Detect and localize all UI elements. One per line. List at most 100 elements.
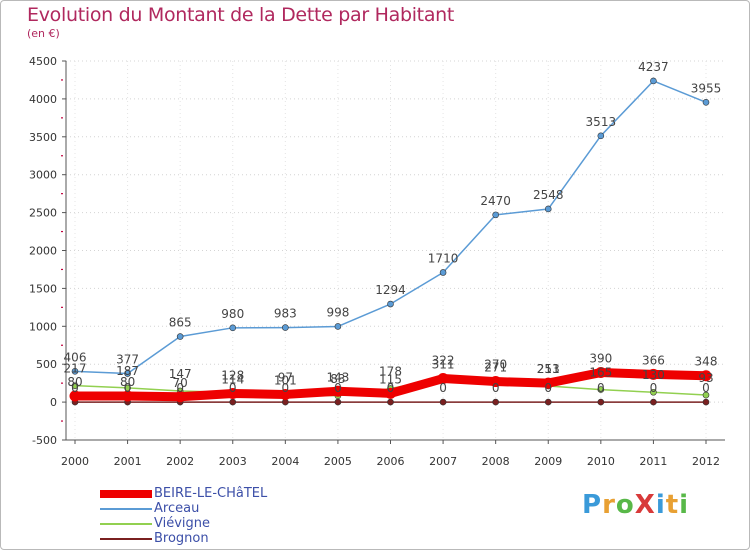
x-tick-label: 2007 xyxy=(429,455,457,468)
data-point xyxy=(595,367,607,379)
data-label: 187 xyxy=(116,364,139,378)
chart-title: Evolution du Montant de la Dette par Hab… xyxy=(27,4,455,26)
legend-swatch-arceau xyxy=(100,508,152,510)
data-point xyxy=(650,77,657,85)
data-point xyxy=(490,376,502,388)
y-tick-label: 1000 xyxy=(29,320,57,333)
logo-letter: r xyxy=(602,490,616,520)
data-point xyxy=(334,323,342,330)
logo-letter: o xyxy=(615,490,635,520)
data-point xyxy=(334,398,342,406)
data-label: 83 xyxy=(330,372,345,386)
data-label: 3513 xyxy=(586,115,617,129)
data-point xyxy=(544,398,552,406)
legend-label-brognon: Brognon xyxy=(154,531,209,546)
data-point xyxy=(71,368,79,375)
data-point xyxy=(229,324,237,332)
data-point xyxy=(385,387,396,399)
data-label: 97 xyxy=(278,371,293,385)
data-label: 348 xyxy=(695,355,718,369)
legend-swatch-beire xyxy=(100,490,152,498)
data-point xyxy=(702,99,710,106)
logo-letter: t xyxy=(665,490,680,520)
data-label: 114 xyxy=(221,372,244,386)
y-tick-label: 0 xyxy=(50,396,57,409)
data-label: 0 xyxy=(176,381,184,395)
data-point xyxy=(439,398,447,406)
data-label: 178 xyxy=(379,365,402,379)
y-tick-label: 2500 xyxy=(29,207,57,220)
data-label: 0 xyxy=(71,381,79,395)
data-label: 1294 xyxy=(375,283,406,297)
data-label: 70 xyxy=(173,376,188,390)
data-label: 80 xyxy=(67,375,82,389)
data-point xyxy=(650,388,657,396)
data-point xyxy=(439,269,447,276)
data-point xyxy=(282,324,289,331)
x-tick-label: 2006 xyxy=(377,455,405,468)
y-tick-label: 500 xyxy=(36,358,57,371)
x-tick-label: 2004 xyxy=(271,455,299,468)
data-point xyxy=(282,398,289,406)
y-tick-label: 4500 xyxy=(29,55,57,68)
data-label: 115 xyxy=(379,372,402,386)
y-tick-label: 1500 xyxy=(29,282,57,295)
y-tick-label: -500 xyxy=(32,434,57,447)
data-label: 390 xyxy=(589,352,612,366)
data-point xyxy=(492,398,499,406)
data-label: 2548 xyxy=(533,188,564,202)
data-label: 130 xyxy=(642,368,665,382)
data-point xyxy=(174,391,186,403)
data-label: 0 xyxy=(282,381,290,395)
legend-item-vievigne: Viévigne xyxy=(100,516,300,532)
data-point xyxy=(597,132,605,140)
data-label: 0 xyxy=(702,381,710,395)
data-point xyxy=(437,373,449,385)
logo-letter: i xyxy=(655,490,666,520)
data-label: 217 xyxy=(64,362,87,376)
legend-item-beire: BEIRE-LE-CHâTEL xyxy=(100,486,300,502)
x-tick-label: 2012 xyxy=(692,455,720,468)
x-tick-label: 2000 xyxy=(61,455,89,468)
data-point xyxy=(492,211,499,219)
data-point xyxy=(332,385,344,397)
data-point xyxy=(69,390,81,402)
data-label: 0 xyxy=(229,381,237,395)
data-point xyxy=(71,382,79,389)
legend-label-vievigne: Viévigne xyxy=(154,516,211,531)
logo-letter: i xyxy=(679,490,690,520)
x-tick-label: 2009 xyxy=(534,455,562,468)
x-tick-label: 2002 xyxy=(166,455,194,468)
legend-item-arceau: Arceau xyxy=(100,501,300,517)
data-label: 406 xyxy=(64,350,87,364)
data-label: 93 xyxy=(698,371,713,385)
x-tick-label: 2008 xyxy=(482,455,510,468)
data-point xyxy=(650,398,657,406)
x-tick-label: 2010 xyxy=(587,455,615,468)
data-label: 366 xyxy=(642,353,665,367)
data-point xyxy=(544,205,552,213)
data-label: 865 xyxy=(169,316,192,330)
data-label: 998 xyxy=(326,305,349,319)
data-point xyxy=(597,398,605,406)
data-label: 80 xyxy=(120,375,135,389)
data-label: 165 xyxy=(589,366,612,380)
x-tick-label: 2003 xyxy=(219,455,247,468)
data-point xyxy=(702,391,710,399)
data-point xyxy=(227,387,239,399)
logo-letter: P xyxy=(582,490,603,520)
data-label: 0 xyxy=(439,381,447,395)
legend-label-beire: BEIRE-LE-CHâTEL xyxy=(154,486,268,501)
logo-letter: X xyxy=(634,490,656,520)
y-tick-label: 3000 xyxy=(29,169,57,182)
data-label: 213 xyxy=(537,362,560,376)
y-tick-label: 2000 xyxy=(29,245,57,258)
data-point xyxy=(279,388,291,400)
data-label: 1710 xyxy=(428,251,459,265)
proxiti-logo: ProXiti xyxy=(582,490,689,520)
data-label: 311 xyxy=(432,358,455,372)
legend-swatch-vievigne xyxy=(100,523,152,525)
legend-item-brognon: Brognon xyxy=(100,531,300,547)
x-tick-label: 2001 xyxy=(114,455,142,468)
